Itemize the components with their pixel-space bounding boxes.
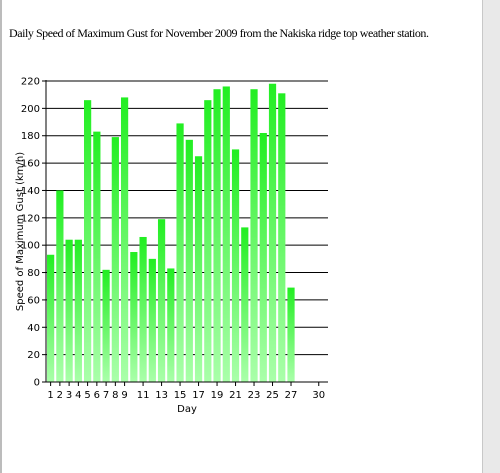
bar — [213, 89, 221, 382]
y-tick-label: 220 — [21, 77, 40, 88]
x-tick-label: 8 — [112, 390, 118, 401]
bar — [287, 287, 295, 382]
y-tick-label: 100 — [21, 241, 40, 252]
y-tick-label: 160 — [21, 159, 40, 170]
x-axis-label: Day — [177, 404, 197, 415]
bar — [231, 149, 240, 382]
bar — [111, 137, 119, 382]
bar — [194, 156, 203, 382]
bar — [120, 97, 129, 382]
x-tick-label: 2 — [57, 390, 63, 401]
y-tick-label: 180 — [21, 131, 40, 142]
bar — [185, 139, 193, 382]
bar — [222, 86, 230, 383]
x-tick-label: 27 — [285, 390, 298, 401]
right-scroll-gutter — [482, 0, 500, 473]
x-tick-label: 19 — [211, 390, 224, 401]
bar — [139, 236, 147, 382]
y-tick-label: 60 — [27, 295, 40, 306]
bars — [47, 83, 295, 383]
bar — [204, 100, 212, 383]
bar — [102, 269, 110, 382]
y-tick-label: 40 — [27, 323, 40, 334]
bar — [250, 89, 258, 382]
bar — [47, 254, 55, 382]
x-tick-label: 13 — [155, 390, 168, 401]
x-tick-label: 30 — [312, 390, 325, 401]
bar — [84, 100, 92, 383]
bar — [278, 93, 286, 383]
x-tick-label: 1 — [47, 390, 53, 401]
bar — [148, 258, 156, 382]
x-tick-labels: 1 2 3 4 5 6 7 8 9 11 13 15 17 19 21 23 25 27 30 — [47, 390, 325, 401]
bar — [56, 190, 64, 382]
bar — [93, 131, 101, 382]
y-tick-label: 80 — [27, 268, 40, 279]
y-tick-label: 20 — [27, 350, 40, 361]
bar — [268, 83, 277, 383]
bar — [157, 219, 166, 382]
x-tick-label: 6 — [94, 390, 100, 401]
bar — [130, 252, 138, 382]
bar — [259, 132, 267, 382]
bar — [167, 268, 175, 382]
y-axis-label: Speed of Maximum Gust (km/h) — [15, 152, 26, 311]
x-tick-label: 25 — [266, 390, 279, 401]
x-tick-label: 21 — [229, 390, 242, 401]
left-border — [0, 0, 2, 473]
bar — [65, 239, 73, 382]
bar — [74, 239, 82, 382]
bar — [176, 123, 184, 382]
x-tick-label: 7 — [103, 390, 109, 401]
y-tick-label: 120 — [21, 213, 40, 224]
y-tick-label: 140 — [21, 186, 40, 197]
x-tick-label: 9 — [121, 390, 127, 401]
y-tick-labels: 0 20 40 60 80 100 120 140 160 180 200 220 — [21, 77, 40, 389]
chart-caption: Daily Speed of Maximum Gust for November… — [9, 26, 429, 40]
x-tick-label: 5 — [84, 390, 90, 401]
y-tick-label: 200 — [21, 104, 40, 115]
x-tick-label: 23 — [248, 390, 261, 401]
x-tick-label: 3 — [66, 390, 72, 401]
x-tick-label: 4 — [75, 390, 81, 401]
x-tick-label: 17 — [192, 390, 205, 401]
y-tick-label: 0 — [34, 378, 40, 389]
bar — [241, 227, 249, 382]
axes — [42, 80, 328, 386]
x-tick-label: 15 — [174, 390, 187, 401]
x-tick-label: 11 — [137, 390, 150, 401]
